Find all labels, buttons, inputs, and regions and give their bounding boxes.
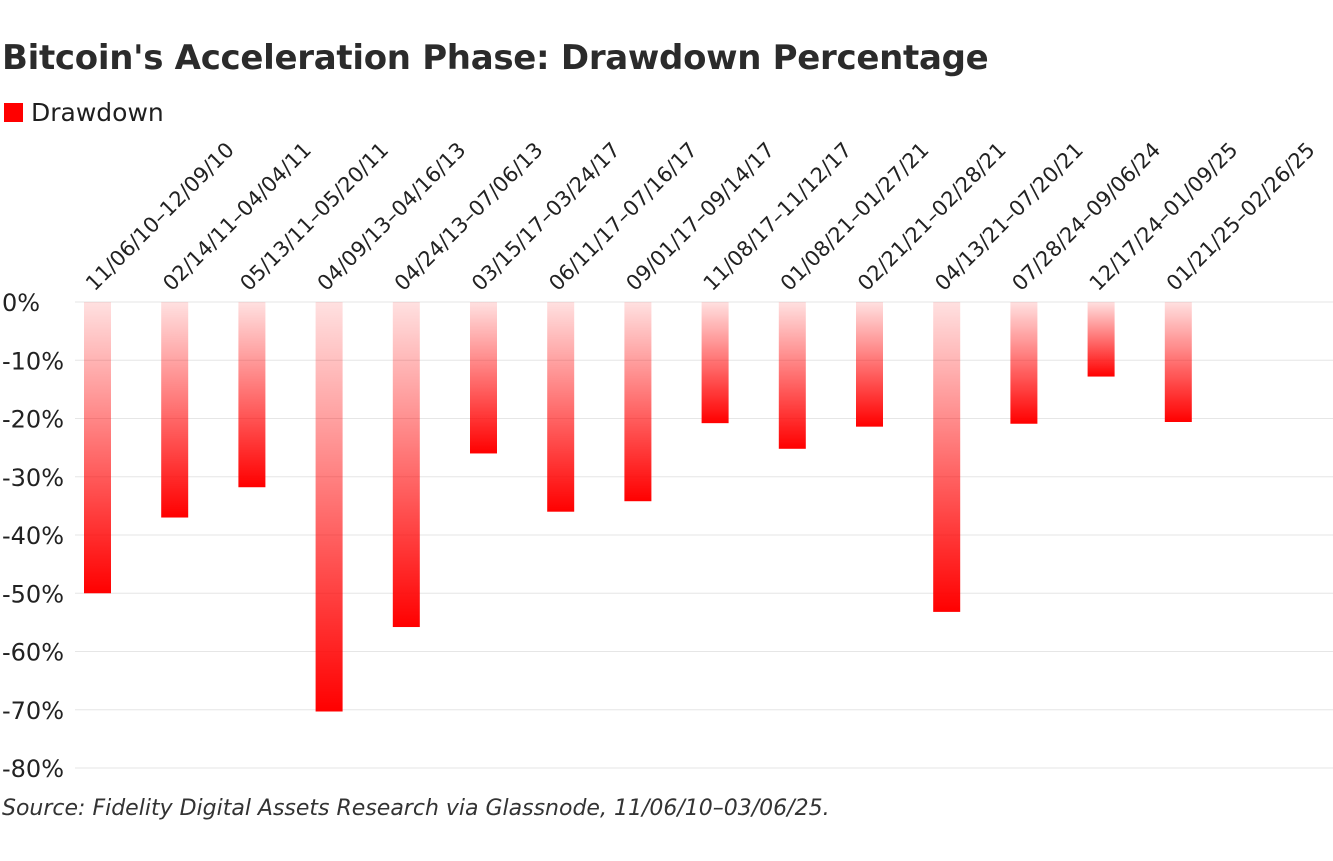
x-tick-label: 11/06/10–12/09/10 <box>81 138 239 296</box>
bar <box>778 302 806 449</box>
bar <box>161 302 189 518</box>
bar <box>470 302 497 454</box>
legend-label: Drawdown <box>31 98 164 127</box>
y-axis-ticks: 0% -10% -20% -30% -40% -50% -60% -70% -80% <box>2 289 64 783</box>
x-tick-label: 03/15/17–03/24/17 <box>467 138 625 296</box>
x-tick-label: 02/14/11–04/04/11 <box>158 138 316 296</box>
bar <box>84 302 111 594</box>
x-tick-label: 12/17/24–01/09/25 <box>1085 138 1243 296</box>
legend-swatch <box>4 103 23 122</box>
y-tick-label: 0% <box>2 289 40 317</box>
y-tick-label: -20% <box>2 406 64 434</box>
bar <box>624 302 652 502</box>
y-tick-label: -50% <box>2 580 64 608</box>
x-axis-labels: 11/06/10–12/09/1002/14/11–04/04/1105/13/… <box>81 138 1320 296</box>
bar <box>315 302 343 712</box>
x-tick-label: 06/11/17–07/16/17 <box>544 138 702 296</box>
bar <box>238 302 266 488</box>
y-tick-label: -60% <box>2 639 64 667</box>
x-tick-label: 01/08/21–01/27/21 <box>776 138 934 296</box>
bars <box>84 302 1192 712</box>
bar <box>1010 302 1038 424</box>
x-tick-label: 01/21/25–02/26/25 <box>1162 138 1320 296</box>
legend: Drawdown <box>4 98 164 127</box>
bar <box>856 302 883 427</box>
x-tick-label: 07/28/24–09/06/24 <box>1007 138 1165 296</box>
y-tick-label: -40% <box>2 522 64 550</box>
y-tick-label: -70% <box>2 697 64 725</box>
y-tick-label: -30% <box>2 464 64 492</box>
chart-title: Bitcoin's Acceleration Phase: Drawdown P… <box>2 38 989 78</box>
bar <box>1164 302 1192 422</box>
x-tick-label: 04/24/13–07/06/13 <box>390 138 548 296</box>
x-tick-label: 05/13/11–05/20/11 <box>235 138 393 296</box>
x-tick-label: 02/21/21–02/28/21 <box>853 138 1011 296</box>
bar <box>547 302 575 512</box>
y-tick-label: -10% <box>2 347 64 375</box>
bar <box>933 302 961 612</box>
x-tick-label: 09/01/17–09/14/17 <box>621 138 779 296</box>
source-note: Source: Fidelity Digital Assets Research… <box>2 796 830 821</box>
x-tick-label: 04/09/13–04/16/13 <box>313 138 471 296</box>
x-tick-label: 11/08/17–11/12/17 <box>699 138 857 296</box>
bar <box>1087 302 1115 377</box>
bar <box>701 302 729 424</box>
bar <box>392 302 420 628</box>
x-tick-label: 04/13/21–07/20/21 <box>930 138 1088 296</box>
y-tick-label: -80% <box>2 755 64 783</box>
